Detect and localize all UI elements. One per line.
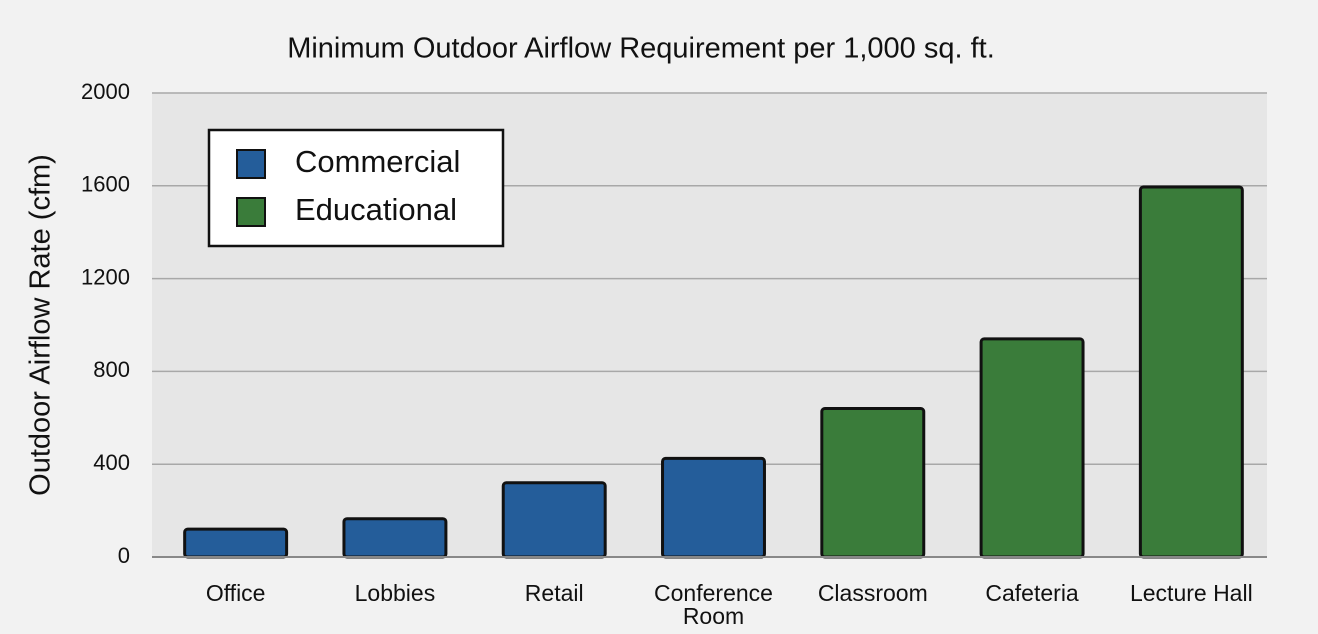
y-tick-label: 400 <box>93 450 130 475</box>
legend-swatch <box>236 197 266 227</box>
chart-title: Minimum Outdoor Airflow Requirement per … <box>287 33 995 65</box>
legend-label: Educational <box>295 192 457 227</box>
y-axis-label: Outdoor Airflow Rate (cfm) <box>25 154 57 496</box>
bar <box>661 456 766 559</box>
x-tick-label: Retail <box>524 580 584 606</box>
legend-swatch <box>236 149 266 179</box>
x-tick-label: Conference Room <box>654 580 773 629</box>
x-tick-label: Office <box>205 580 266 606</box>
legend-label: Commercial <box>295 144 460 179</box>
bar <box>820 407 926 559</box>
bar <box>183 527 289 559</box>
bar <box>342 517 448 559</box>
x-tick-label: Classroom <box>817 580 928 606</box>
y-tick-label: 1200 <box>81 264 130 289</box>
y-tick-label: 1600 <box>81 172 130 197</box>
y-tick-label: 2000 <box>81 79 130 104</box>
bar <box>979 337 1085 559</box>
y-tick-label: 800 <box>93 357 130 382</box>
bar <box>501 481 607 559</box>
y-tick-label: 0 <box>118 543 130 568</box>
bar <box>1138 185 1244 559</box>
x-tick-label: Lecture Hall <box>1129 580 1253 606</box>
x-tick-label: Cafeteria <box>985 580 1079 606</box>
x-tick-label: Lobbies <box>354 580 436 606</box>
